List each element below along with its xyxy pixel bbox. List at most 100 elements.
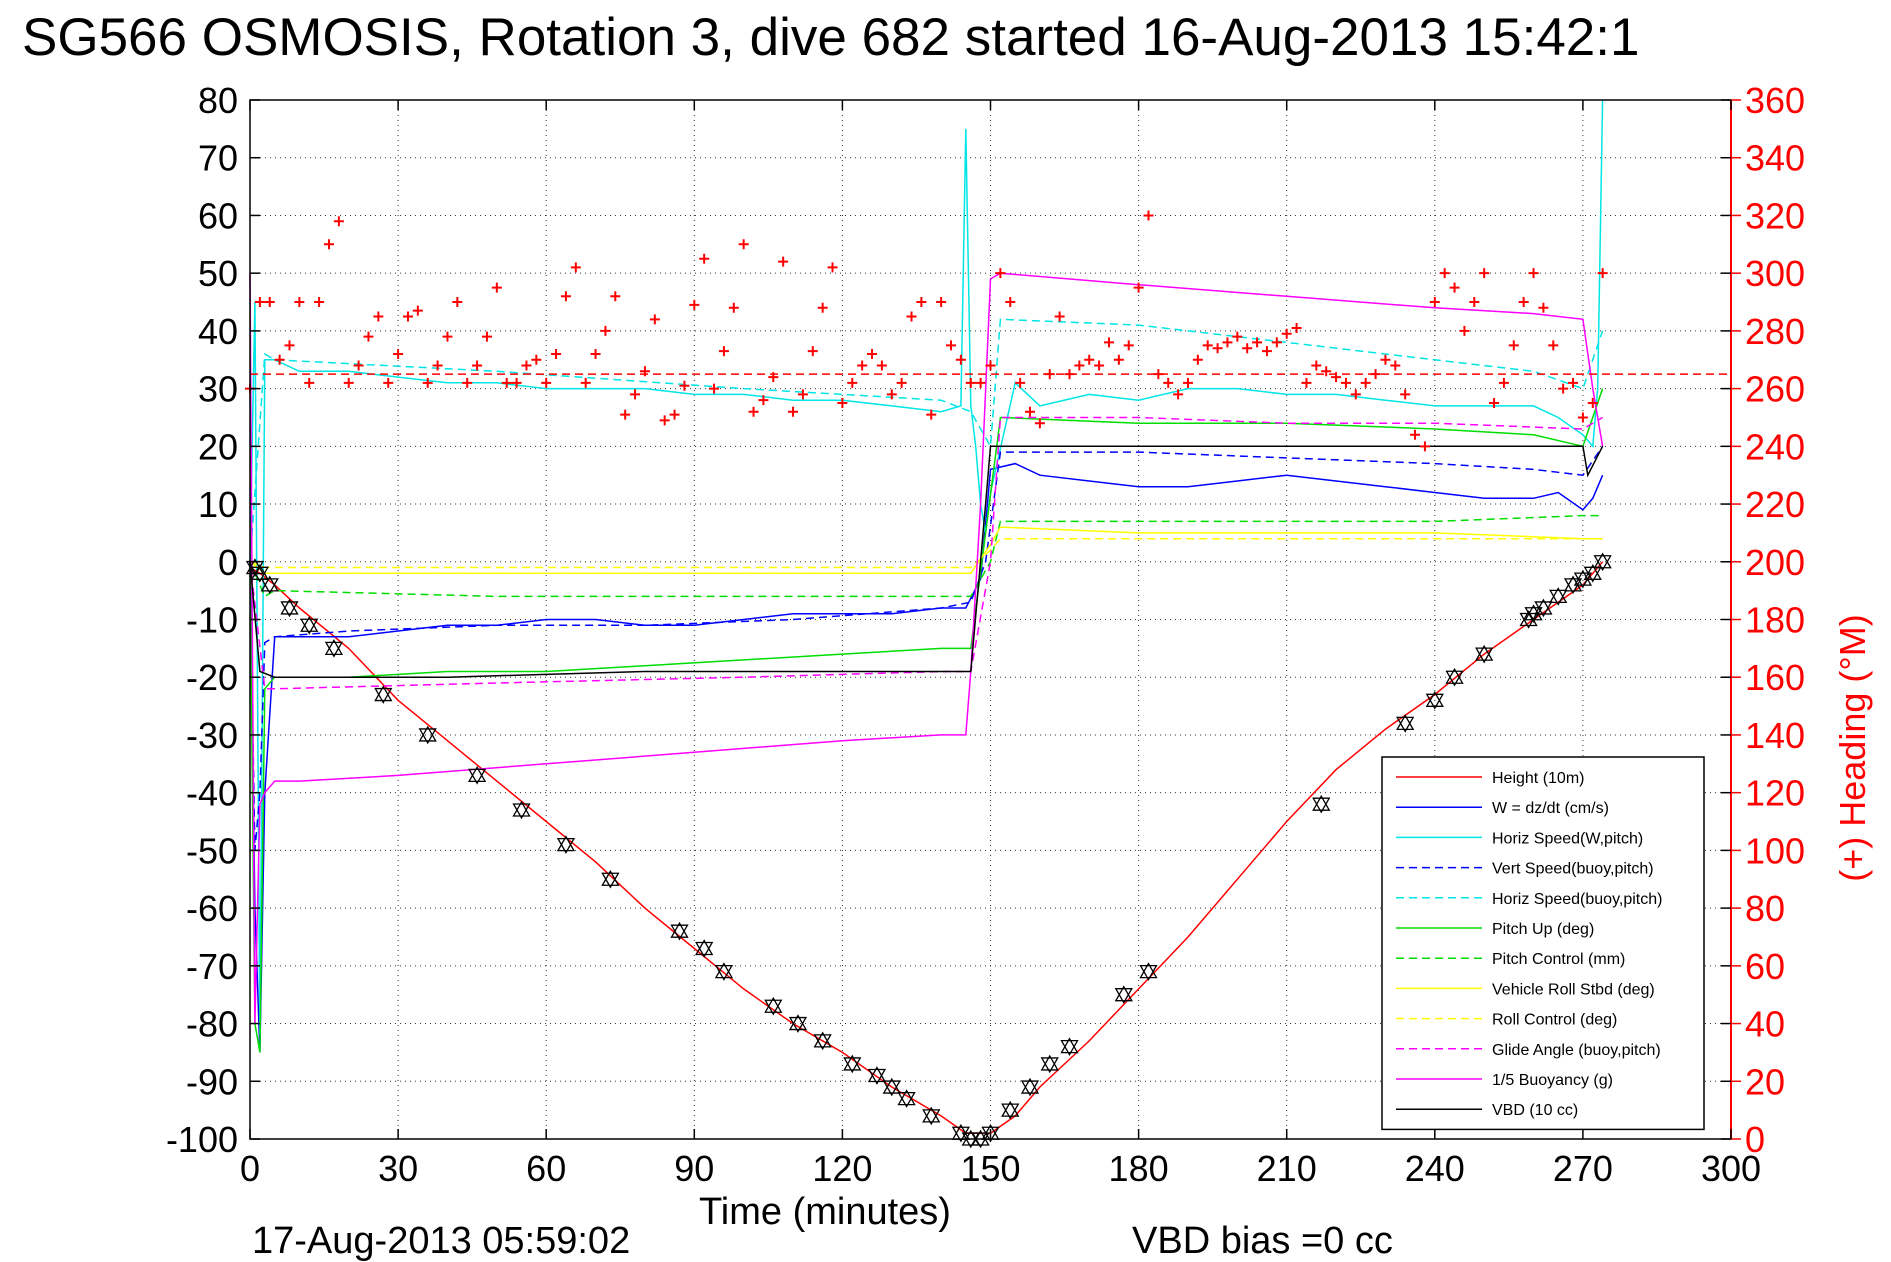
y-tick-label-left: -90 xyxy=(186,1061,238,1102)
heading-point xyxy=(1568,377,1579,388)
heading-point xyxy=(1133,282,1144,293)
waypoint-marker xyxy=(556,835,576,854)
y-tick-label-right: 60 xyxy=(1745,946,1785,987)
waypoint-marker xyxy=(1139,962,1158,981)
y-tick-label-right: 20 xyxy=(1745,1061,1785,1102)
waypoint-marker xyxy=(1475,644,1494,664)
heading-point xyxy=(906,311,917,322)
heading-point xyxy=(1123,340,1134,351)
heading-point xyxy=(570,262,581,273)
heading-point xyxy=(689,299,700,310)
heading-point xyxy=(1192,354,1203,365)
y-tick-label-right: 260 xyxy=(1745,369,1805,410)
heading-point xyxy=(649,314,660,325)
heading-point xyxy=(373,311,384,322)
heading-point xyxy=(1449,282,1460,293)
y-tick-label-right: 120 xyxy=(1745,773,1805,814)
waypoint-marker xyxy=(882,1077,901,1097)
legend-entry: Vert Speed(buoy,pitch) xyxy=(1492,861,1654,878)
heading-point xyxy=(1597,268,1608,279)
y-tick-label-right: 340 xyxy=(1745,138,1805,179)
heading-point xyxy=(847,377,858,388)
waypoint-marker xyxy=(260,575,279,595)
x-axis-label: Time (minutes) xyxy=(699,1191,951,1233)
x-tick-label: 0 xyxy=(240,1148,260,1189)
heading-point xyxy=(1459,325,1470,336)
y-tick-label-right: 140 xyxy=(1745,715,1805,756)
heading-point xyxy=(965,377,976,388)
waypoint-marker xyxy=(971,1129,990,1149)
y-tick-label-left: 0 xyxy=(218,542,238,583)
y-tick-label-right: 220 xyxy=(1745,484,1805,525)
legend-entry: VBD (10 cc) xyxy=(1492,1102,1578,1119)
heading-point xyxy=(1084,354,1095,365)
series-line-0 xyxy=(249,561,1604,1134)
heading-point xyxy=(1489,398,1500,409)
y-ticks-right: 3603403203002802602402202001801601401201… xyxy=(1731,80,1805,1160)
legend-entry: 1/5 Buoyancy (g) xyxy=(1492,1072,1613,1089)
heading-point xyxy=(659,415,670,426)
heading-point xyxy=(314,297,325,308)
heading-point xyxy=(1103,337,1114,348)
heading-point xyxy=(304,377,315,388)
series-line-7 xyxy=(249,526,1603,575)
waypoint-marker xyxy=(512,800,531,820)
heading-point xyxy=(531,354,542,365)
heading-point xyxy=(422,377,433,388)
heading-point xyxy=(876,360,887,371)
heading-point xyxy=(1419,441,1430,452)
heading-point xyxy=(333,216,344,227)
heading-point xyxy=(1222,337,1233,348)
series-line-8 xyxy=(249,537,1603,569)
waypoint-marker xyxy=(897,1089,916,1108)
heading-point xyxy=(1005,297,1016,308)
heading-point xyxy=(284,340,295,351)
heading-point xyxy=(1538,302,1549,313)
waypoint-marker xyxy=(300,615,319,635)
heading-point xyxy=(1281,328,1292,339)
heading-point xyxy=(274,354,285,365)
heading-point xyxy=(985,360,996,371)
heading-point xyxy=(580,377,591,388)
legend-entry: Pitch Control (mm) xyxy=(1492,951,1625,968)
heading-point xyxy=(1232,331,1243,342)
x-tick-label: 120 xyxy=(812,1148,872,1189)
heading-point xyxy=(1113,354,1124,365)
heading-point xyxy=(699,253,710,264)
heading-point xyxy=(1321,366,1332,377)
waypoint-marker xyxy=(467,766,487,785)
heading-point xyxy=(1074,360,1085,371)
heading-point xyxy=(481,331,492,342)
heading-point xyxy=(1291,323,1302,334)
heading-point xyxy=(412,305,423,316)
series-layer xyxy=(245,99,1731,1149)
legend: Height (10m) W = dz/dt (cm/s) Horiz Speed(… xyxy=(1381,756,1705,1131)
y-tick-label-left: -80 xyxy=(186,1004,238,1045)
series-line-1 xyxy=(249,462,1604,1053)
waypoint-marker xyxy=(788,1014,808,1033)
waypoint-marker xyxy=(764,996,783,1016)
heading-point xyxy=(718,346,729,357)
heading-point xyxy=(254,297,265,308)
y-tick-label-right: 360 xyxy=(1745,80,1805,121)
heading-point xyxy=(393,348,404,359)
heading-point xyxy=(1508,340,1519,351)
heading-point xyxy=(1015,377,1026,388)
legend-entry: Horiz Speed(buoy,pitch) xyxy=(1492,891,1662,908)
y-tick-label-left: -30 xyxy=(186,715,238,756)
waypoint-marker xyxy=(714,962,734,981)
legend-entry: Horiz Speed(W,pitch) xyxy=(1492,830,1643,847)
y-tick-label-left: 60 xyxy=(198,195,238,236)
y-tick-label-right: 320 xyxy=(1745,195,1805,236)
waypoint-marker xyxy=(1312,794,1331,814)
waypoint-marker xyxy=(670,921,689,941)
waypoint-marker xyxy=(280,598,299,618)
series-line-6 xyxy=(249,514,1603,598)
heading-point xyxy=(807,346,818,357)
heading-point xyxy=(995,268,1006,279)
heading-point xyxy=(1163,377,1174,388)
waypoint-marker xyxy=(374,685,393,704)
heading-point xyxy=(1469,297,1480,308)
heading-point xyxy=(1242,343,1253,354)
